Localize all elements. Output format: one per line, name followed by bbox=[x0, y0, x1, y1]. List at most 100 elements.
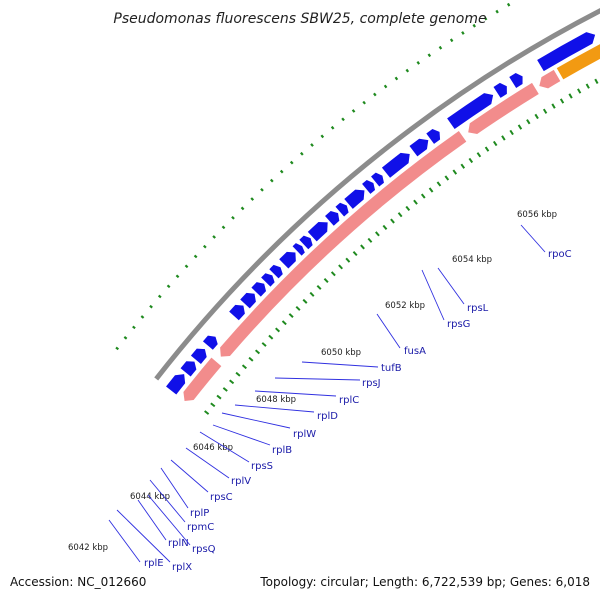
gene-label: rplE bbox=[144, 558, 164, 569]
gene-label: rpsG bbox=[447, 319, 470, 330]
reverse-gene bbox=[468, 82, 539, 135]
gc-tick bbox=[216, 394, 222, 400]
label-leader-line bbox=[149, 479, 186, 523]
gc-tick bbox=[438, 45, 443, 50]
gc-tick bbox=[330, 271, 336, 277]
label-leader-line bbox=[116, 509, 171, 563]
gene-label: rplP bbox=[190, 508, 209, 519]
gc-tick bbox=[373, 92, 377, 97]
forward-gene bbox=[409, 138, 429, 157]
label-leader-line bbox=[212, 424, 271, 446]
gc-tick bbox=[517, 124, 523, 130]
rpoC-gene bbox=[556, 44, 600, 80]
gc-tick bbox=[281, 320, 287, 326]
gc-tick bbox=[316, 284, 322, 290]
gc-tick bbox=[551, 103, 556, 109]
rpoC-gene-feature bbox=[556, 44, 600, 80]
forward-gene bbox=[493, 82, 507, 98]
gc-tick bbox=[175, 274, 180, 279]
gene-label: rpmC bbox=[187, 522, 214, 533]
label-leader-line bbox=[199, 431, 250, 463]
gc-tick bbox=[184, 264, 189, 269]
forward-gene bbox=[509, 72, 523, 88]
gc-tick bbox=[420, 193, 426, 199]
label-leader-line bbox=[274, 377, 361, 381]
gc-tick bbox=[413, 199, 418, 205]
forward-gene bbox=[325, 210, 340, 226]
position-label: 6056 kbp bbox=[517, 210, 557, 220]
position-label: 6046 kbp bbox=[193, 443, 233, 453]
position-label: 6050 kbp bbox=[321, 348, 361, 358]
position-label: 6048 kbp bbox=[256, 395, 296, 405]
gc-tick bbox=[594, 78, 599, 84]
gc-tick bbox=[157, 294, 162, 299]
gc-tick bbox=[542, 108, 548, 114]
gc-tick bbox=[506, 2, 511, 7]
gc-tick bbox=[254, 349, 261, 355]
gc-tick bbox=[261, 342, 267, 347]
gc-tick bbox=[534, 113, 539, 120]
forward-gene bbox=[190, 348, 207, 364]
forward-gene bbox=[381, 152, 410, 178]
forward-gene bbox=[362, 180, 376, 194]
gene-label: rpoC bbox=[548, 249, 572, 260]
label-leader-line bbox=[137, 499, 167, 541]
gc-tick bbox=[476, 152, 482, 158]
gc-tick bbox=[338, 264, 343, 270]
gc-tick bbox=[460, 163, 466, 169]
gc-tick bbox=[383, 84, 388, 89]
forward-gene bbox=[447, 93, 494, 130]
label-leader-line bbox=[170, 459, 209, 493]
position-label: 6054 kbp bbox=[452, 255, 492, 265]
gc-tick bbox=[300, 151, 304, 156]
forward-gene bbox=[180, 361, 197, 377]
gene-label: rplV bbox=[231, 476, 251, 487]
gc-tick bbox=[492, 140, 498, 147]
gc-tick bbox=[468, 157, 474, 164]
position-label: 6042 kbp bbox=[68, 543, 108, 553]
forward-gene bbox=[229, 304, 245, 321]
gc-tick bbox=[229, 379, 235, 385]
gc-tick bbox=[341, 117, 345, 122]
gc-tick bbox=[351, 109, 356, 113]
gc-tick bbox=[250, 197, 255, 201]
position-label: 6052 kbp bbox=[385, 301, 425, 311]
forward-gene bbox=[279, 251, 296, 269]
gc-tick bbox=[320, 134, 325, 139]
gc-tick bbox=[427, 53, 432, 58]
gc-tick bbox=[495, 9, 499, 14]
gc-tick bbox=[193, 254, 198, 259]
gc-tick bbox=[416, 61, 421, 65]
gc-tick bbox=[509, 129, 514, 136]
gene-label: rpsJ bbox=[362, 378, 381, 389]
gc-tick bbox=[330, 125, 335, 130]
gc-tick bbox=[577, 88, 582, 94]
gc-tick bbox=[367, 237, 373, 243]
gc-tick bbox=[484, 146, 490, 152]
gc-tick bbox=[568, 93, 573, 99]
label-leader-line bbox=[301, 361, 379, 368]
label-leader-line bbox=[254, 390, 337, 397]
gc-tick bbox=[204, 410, 210, 415]
gene-label: rplD bbox=[317, 411, 338, 422]
gc-tick bbox=[585, 83, 590, 89]
gc-tick bbox=[360, 244, 365, 250]
gc-tick bbox=[559, 98, 565, 104]
label-leader-line bbox=[160, 467, 189, 509]
gc-tick bbox=[222, 387, 228, 392]
reverse-gene bbox=[183, 357, 222, 402]
gc-tick bbox=[526, 119, 531, 125]
forward-gene bbox=[202, 335, 218, 350]
gc-tick bbox=[390, 218, 395, 224]
reverse-gene bbox=[539, 69, 561, 89]
gc-tick bbox=[461, 31, 465, 35]
gene-label: rplX bbox=[172, 562, 192, 573]
label-leader-line bbox=[376, 313, 401, 349]
gc-tick bbox=[302, 298, 308, 304]
forward-gene bbox=[269, 264, 283, 279]
gc-tick bbox=[362, 100, 366, 105]
gene-label: rpsQ bbox=[192, 544, 216, 555]
gc-tick bbox=[310, 143, 314, 147]
